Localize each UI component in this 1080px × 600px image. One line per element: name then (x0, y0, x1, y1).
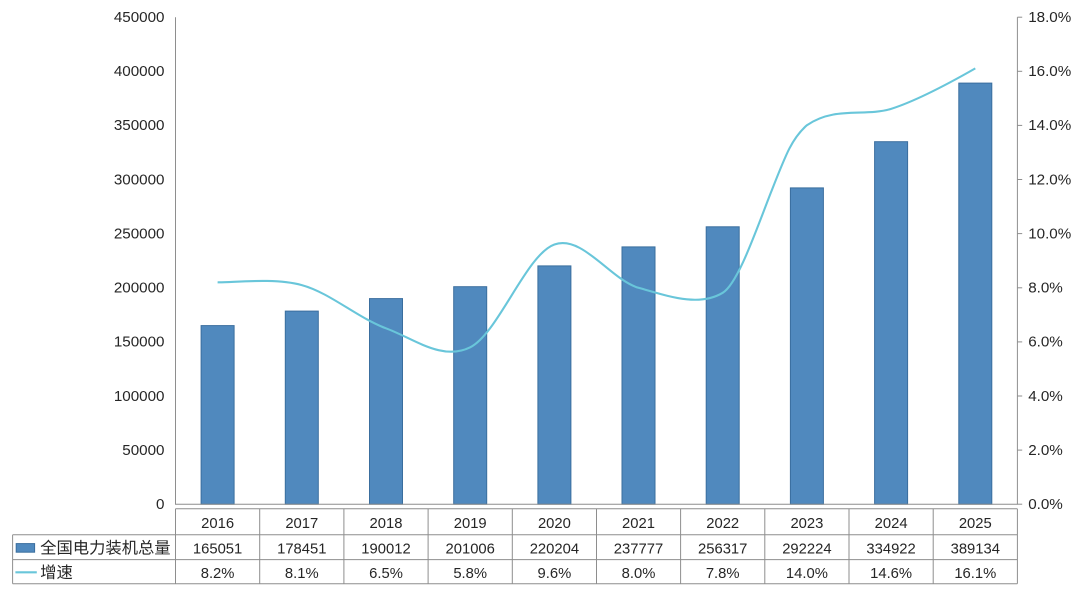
svg-text:2023: 2023 (790, 516, 823, 532)
svg-text:300000: 300000 (114, 171, 165, 188)
svg-text:2022: 2022 (706, 516, 739, 532)
svg-text:8.2%: 8.2% (201, 566, 235, 582)
svg-text:200000: 200000 (114, 280, 165, 297)
svg-text:14.0%: 14.0% (1028, 117, 1071, 134)
svg-text:100000: 100000 (114, 388, 165, 405)
svg-text:8.0%: 8.0% (622, 566, 656, 582)
svg-text:14.0%: 14.0% (786, 566, 828, 582)
svg-text:7.8%: 7.8% (706, 566, 740, 582)
svg-text:450000: 450000 (114, 9, 165, 26)
svg-text:2.0%: 2.0% (1028, 442, 1063, 459)
svg-text:8.1%: 8.1% (285, 566, 319, 582)
svg-text:50000: 50000 (122, 442, 164, 459)
svg-text:2021: 2021 (622, 516, 655, 532)
svg-text:256317: 256317 (698, 542, 747, 558)
svg-text:2025: 2025 (959, 516, 992, 532)
svg-text:237777: 237777 (614, 542, 663, 558)
svg-text:6.0%: 6.0% (1028, 334, 1063, 351)
svg-text:16.0%: 16.0% (1028, 63, 1071, 80)
svg-text:220204: 220204 (530, 542, 579, 558)
svg-text:8.0%: 8.0% (1028, 280, 1063, 297)
svg-text:4.0%: 4.0% (1028, 388, 1063, 405)
svg-text:201006: 201006 (446, 542, 495, 558)
svg-text:350000: 350000 (114, 117, 165, 134)
svg-text:292224: 292224 (782, 542, 831, 558)
svg-text:400000: 400000 (114, 63, 165, 80)
svg-text:165051: 165051 (193, 542, 242, 558)
svg-text:10.0%: 10.0% (1028, 225, 1071, 242)
svg-text:250000: 250000 (114, 225, 165, 242)
svg-text:2016: 2016 (201, 516, 234, 532)
svg-text:2024: 2024 (875, 516, 908, 532)
svg-text:5.8%: 5.8% (453, 566, 487, 582)
svg-text:14.6%: 14.6% (870, 566, 912, 582)
svg-text:334922: 334922 (866, 542, 915, 558)
svg-text:0: 0 (156, 496, 164, 513)
svg-text:2020: 2020 (538, 516, 571, 532)
svg-text:6.5%: 6.5% (369, 566, 403, 582)
svg-text:2019: 2019 (454, 516, 487, 532)
svg-text:18.0%: 18.0% (1028, 9, 1071, 26)
svg-text:2017: 2017 (285, 516, 318, 532)
svg-text:9.6%: 9.6% (538, 566, 572, 582)
svg-text:178451: 178451 (277, 542, 326, 558)
svg-text:190012: 190012 (361, 542, 410, 558)
svg-text:2018: 2018 (370, 516, 403, 532)
svg-text:12.0%: 12.0% (1028, 171, 1071, 188)
svg-text:16.1%: 16.1% (954, 566, 996, 582)
svg-text:0.0%: 0.0% (1028, 496, 1063, 513)
svg-text:389134: 389134 (951, 542, 1000, 558)
svg-text:150000: 150000 (114, 334, 165, 351)
